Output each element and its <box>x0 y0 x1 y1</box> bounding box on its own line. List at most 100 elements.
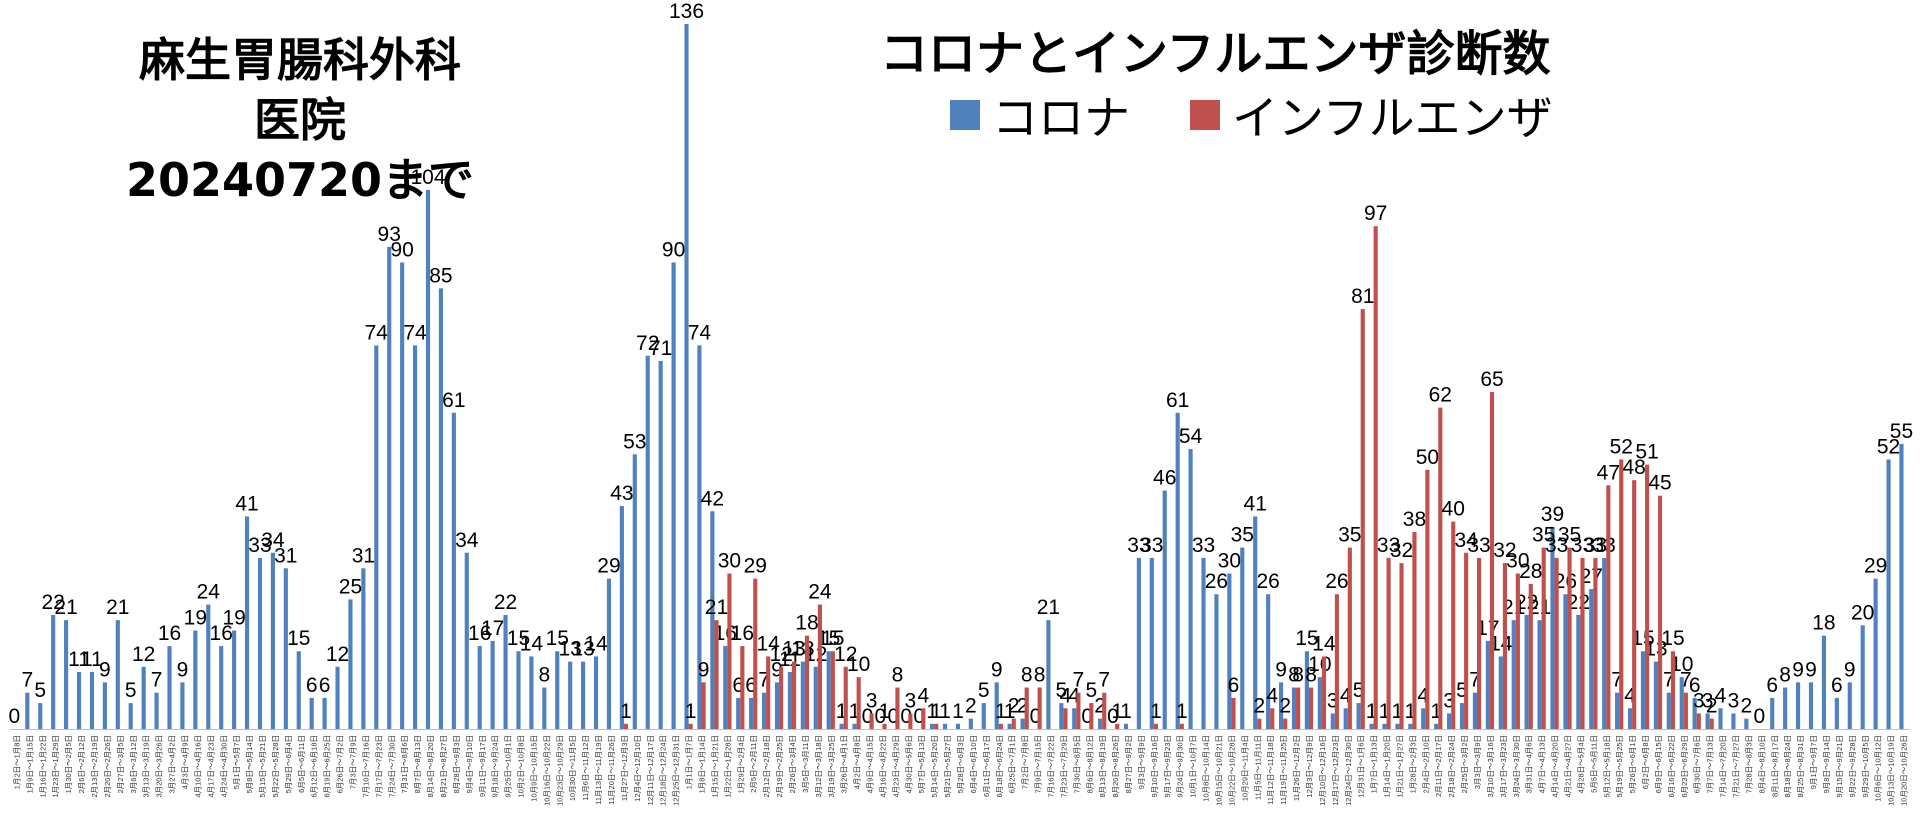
bar-corona <box>451 412 456 729</box>
data-label-influenza: 65 <box>1480 368 1503 391</box>
data-label-influenza: 33 <box>1377 534 1400 557</box>
x-tick-label: 7月3日～7月9日 <box>349 735 358 789</box>
data-label-corona: 5 <box>1353 679 1365 702</box>
x-tick-label: 2月13日～2月19日 <box>90 735 99 798</box>
bar-corona <box>1330 713 1335 729</box>
bar-corona <box>1589 589 1594 729</box>
data-label-corona: 0 <box>913 705 925 728</box>
bar-influenza <box>1412 532 1417 729</box>
data-label-corona: 2 <box>965 695 977 718</box>
data-label-corona: 16 <box>158 622 181 645</box>
data-label-corona: 15 <box>1295 627 1318 650</box>
bar-corona <box>761 692 767 729</box>
data-label-influenza: 32 <box>1493 539 1516 562</box>
data-label-corona: 8 <box>538 664 550 687</box>
x-tick-label: 9月29日～10月5日 <box>1861 735 1870 798</box>
bar-influenza <box>1308 687 1314 729</box>
bar-corona <box>955 723 960 729</box>
data-label-influenza: 9 <box>698 658 710 681</box>
x-tick-label: 11月13日～11月19日 <box>594 735 603 805</box>
data-label-corona: 20 <box>1851 601 1874 624</box>
data-label-corona: 22 <box>41 591 64 614</box>
x-tick-label: 2月19日～2月25日 <box>775 735 784 798</box>
x-tick-label: 1月14日～1月20日 <box>1383 735 1392 798</box>
bar-corona <box>981 703 986 729</box>
x-tick-label: 2月18日～2月24日 <box>1447 735 1456 798</box>
bar-corona <box>490 640 495 730</box>
data-label-influenza: 33 <box>1571 534 1594 557</box>
data-label-corona: 9 <box>1275 658 1287 681</box>
bar-corona <box>1382 723 1387 729</box>
bar-corona <box>1834 697 1839 729</box>
bar-influenza <box>1334 594 1339 729</box>
bar-corona <box>102 682 107 729</box>
data-label-influenza: 1 <box>995 700 1007 723</box>
as-of-date: 20240720まで <box>125 153 475 207</box>
data-label-corona: 12 <box>326 643 349 666</box>
data-label-corona: 15 <box>546 627 569 650</box>
data-label-corona: 15 <box>507 627 530 650</box>
x-tick-label: 6月19日～6月25日 <box>323 735 332 798</box>
data-label-influenza: 32 <box>1390 539 1413 562</box>
x-tick-label: 9月24日～9月30日 <box>1176 735 1185 798</box>
data-label-corona: 104 <box>410 166 445 189</box>
bar-corona <box>115 620 120 729</box>
data-label-influenza: 18 <box>795 612 818 635</box>
data-label-corona: 74 <box>688 321 712 344</box>
legend: コロナ インフルエンザ <box>950 82 1613 148</box>
data-label-corona: 21 <box>106 596 129 619</box>
x-tick-label: 3月5日～3月11日 <box>801 735 810 793</box>
x-tick-label: 9月18日～9月24日 <box>491 735 500 798</box>
bar-influenza <box>1296 687 1301 729</box>
data-label-corona: 4 <box>1715 684 1727 707</box>
bar-corona <box>581 661 586 729</box>
x-tick-label: 9月22日～9月28日 <box>1848 735 1857 798</box>
x-tick-label: 6月11日～6月17日 <box>982 735 991 797</box>
data-label-influenza: 4 <box>1266 684 1278 707</box>
bar-influenza <box>1632 480 1637 729</box>
data-label-corona: 54 <box>1179 425 1203 448</box>
bar-corona <box>309 697 314 729</box>
bar-influenza <box>1515 573 1520 729</box>
bar-corona <box>464 552 469 729</box>
x-tick-label: 1月29日～2月4日 <box>736 735 745 793</box>
x-tick-label: 10月13日～10月19日 <box>1887 735 1896 806</box>
bar-influenza <box>856 677 861 729</box>
bar-corona <box>1098 718 1103 729</box>
bar-influenza <box>1153 723 1159 729</box>
x-tick-label: 1月30日～2月5日 <box>64 735 73 793</box>
data-label-corona: 15 <box>287 627 310 650</box>
data-label-influenza: 7 <box>1680 669 1692 692</box>
x-tick-label: 3月13日～3月19日 <box>142 735 151 798</box>
x-tick-label: 9月4日～9月10日 <box>465 735 474 793</box>
bar-influenza <box>1696 713 1701 729</box>
data-label-influenza: 1 <box>1111 700 1123 723</box>
x-tick-label: 5月5日～5月11日 <box>1589 735 1598 793</box>
bar-corona <box>1343 708 1348 729</box>
bar-corona <box>438 288 443 730</box>
bar-corona <box>787 671 792 729</box>
x-tick-label: 12月24日～12月30日 <box>1344 735 1353 806</box>
bar-influenza <box>1464 552 1469 729</box>
x-tick-label: 4月23日～4月29日 <box>891 735 900 798</box>
x-tick-label: 5月8日～5月14日 <box>245 735 254 793</box>
data-label-influenza: 35 <box>1532 524 1555 547</box>
data-label-corona: 29 <box>597 555 620 578</box>
bar-corona <box>1304 651 1309 729</box>
bar-influenza <box>882 723 887 729</box>
bar-influenza <box>921 708 926 729</box>
x-tick-label: 3月20日～3月26日 <box>155 735 164 798</box>
data-label-influenza: 47 <box>1597 461 1620 484</box>
data-label-corona: 12 <box>132 643 155 666</box>
bar-corona <box>1007 723 1012 729</box>
bar-influenza <box>727 573 732 729</box>
bar-corona <box>1278 682 1284 729</box>
data-label-corona: 74 <box>365 321 389 344</box>
bar-influenza <box>1425 469 1430 729</box>
legend-swatch-influenza <box>1190 100 1220 130</box>
bar-corona <box>1459 703 1465 729</box>
bar-corona <box>1744 718 1749 729</box>
data-label-influenza: 81 <box>1351 285 1374 308</box>
bar-corona <box>89 671 95 729</box>
x-tick-label: 4月10日～4月16日 <box>193 735 202 798</box>
